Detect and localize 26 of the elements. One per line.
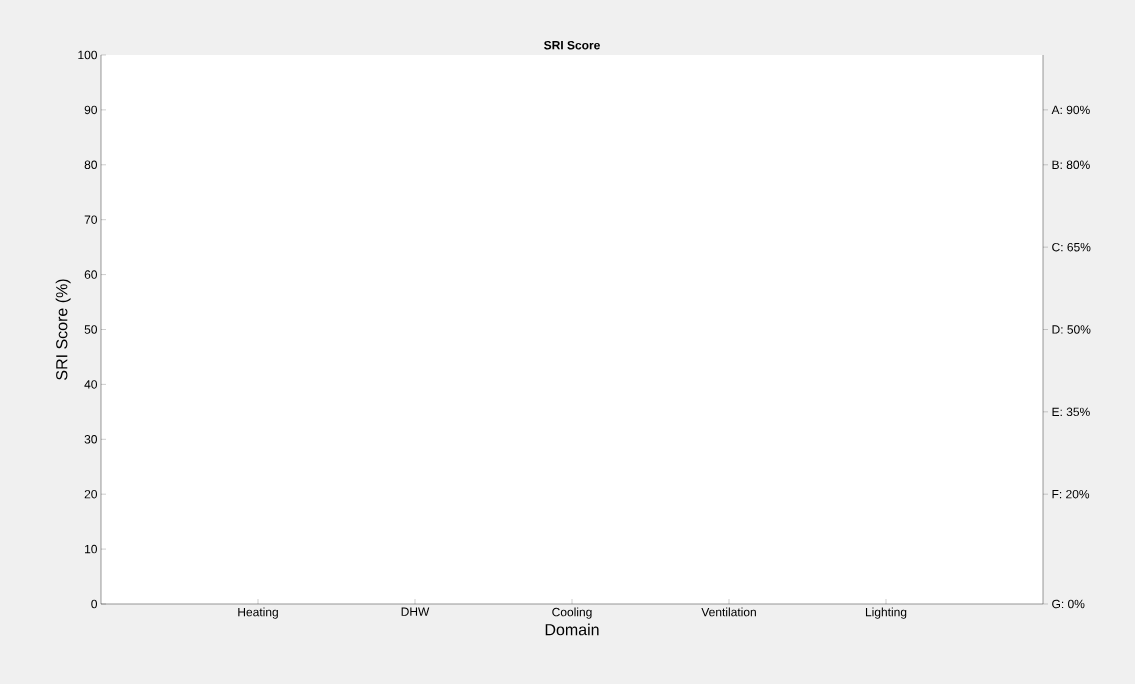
x-tick-label: DHW	[401, 607, 430, 616]
y2-tick-label: A: 90%	[1051, 105, 1090, 115]
y2-tick-label: B: 80%	[1052, 160, 1090, 170]
x-axis-title: Domain	[545, 623, 599, 636]
chart-title: SRI Score	[544, 40, 600, 50]
y-tick-label: 60	[84, 270, 98, 279]
y-tick-label: 40	[84, 380, 98, 389]
y-tick-label: 100	[78, 50, 98, 60]
y-tick-label: 50	[84, 325, 98, 334]
x-tick-label: Ventilation	[701, 607, 756, 617]
x-tick-label: Heating	[238, 607, 278, 619]
y-tick-label: 70	[84, 215, 98, 224]
y-tick-label: 10	[85, 544, 98, 554]
x-tick-label: Cooling	[552, 607, 592, 619]
y-axis-title: SRI Score (%)	[55, 279, 71, 380]
x-tick-label: Lighting	[865, 607, 907, 619]
y2-tick-label: D: 50%	[1052, 325, 1091, 334]
y2-tick-label: E: 35%	[1052, 407, 1090, 417]
y-tick-label: 0	[91, 599, 98, 609]
y2-tick-label: G: 0%	[1052, 599, 1085, 609]
y-tick-label: 90	[84, 105, 98, 115]
y2-tick-label: C: 65%	[1052, 242, 1091, 252]
y-tick-label: 80	[84, 160, 98, 170]
y-tick-label: 30	[84, 435, 98, 444]
y-tick-label: 20	[84, 489, 98, 499]
y2-tick-label: F: 20%	[1052, 489, 1090, 499]
